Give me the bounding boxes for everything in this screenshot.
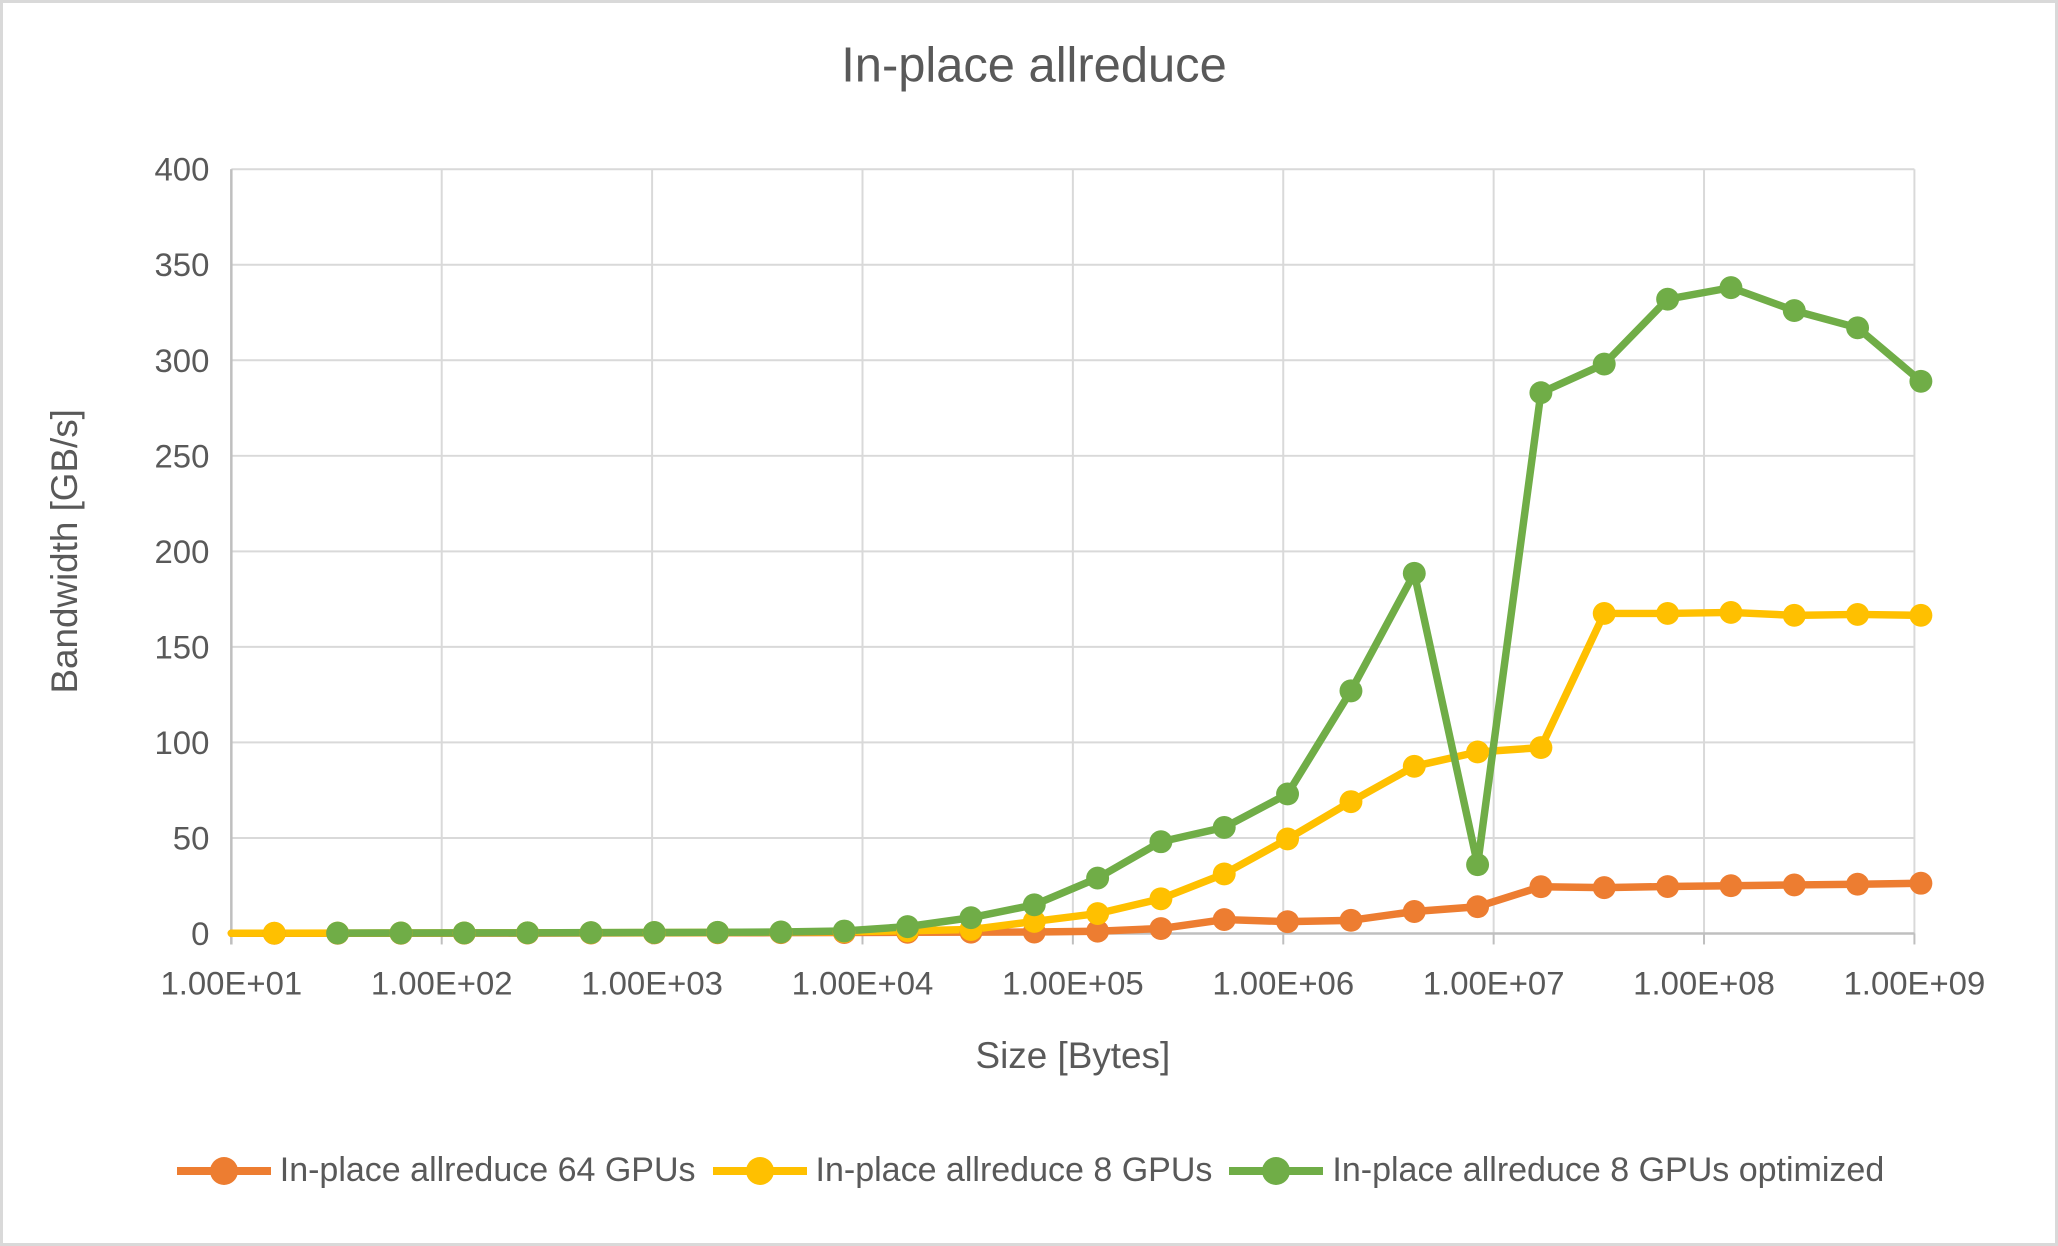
data-point (1719, 874, 1743, 898)
data-point (1339, 679, 1363, 703)
data-point (1782, 299, 1806, 323)
data-point (1466, 740, 1490, 764)
line-chart: 0 50 100 150 200 250 300 350 400 1.00E+01 1.00E+02… (44, 39, 1986, 1076)
data-point (1909, 603, 1933, 627)
y-tick-label-250: 250 (155, 437, 210, 474)
data-point (1846, 872, 1870, 896)
x-tick-label-1.00E+05: 1.00E+05 (1002, 965, 1144, 1002)
data-point (1086, 902, 1110, 926)
legend-label-0: In-place allreduce 64 GPUs (279, 1151, 696, 1189)
y-tick-label-100: 100 (155, 724, 210, 761)
data-point (1339, 908, 1363, 932)
data-point (959, 906, 983, 930)
x-tick-label-1.00E+04: 1.00E+04 (792, 965, 934, 1002)
legend-dot (745, 1156, 774, 1185)
legend-item-1: In-place allreduce 8 GPUs (710, 1151, 1213, 1190)
y-tick-label-0: 0 (191, 915, 209, 952)
legend-dot (209, 1156, 238, 1185)
series-markers (262, 276, 1933, 945)
x-tick-label-1.00E+02: 1.00E+02 (371, 965, 513, 1002)
y-tick-label-300: 300 (155, 342, 210, 379)
data-point (642, 921, 666, 944)
data-point (1719, 276, 1743, 300)
data-point (1086, 919, 1110, 943)
legend: In-place allreduce 64 GPUs In-place allre… (3, 1151, 2055, 1190)
data-point (1212, 862, 1236, 886)
data-point (516, 921, 540, 945)
data-point (1022, 893, 1046, 917)
data-point (1846, 316, 1870, 340)
y-tick-label-400: 400 (155, 151, 210, 188)
y-tick-label-350: 350 (155, 246, 210, 283)
legend-line-marker-icon (176, 1156, 271, 1185)
legend-item-2: In-place allreduce 8 GPUs optimized (1226, 1151, 1884, 1190)
data-point (1592, 876, 1616, 900)
data-point (896, 915, 920, 939)
x-tick-label-1.00E+08: 1.00E+08 (1633, 965, 1775, 1002)
legend-item-0: In-place allreduce 64 GPUs (174, 1151, 696, 1190)
data-point (769, 920, 793, 944)
legend-line-marker-icon (1229, 1156, 1324, 1185)
x-tick-label-1.00E+03: 1.00E+03 (581, 965, 723, 1002)
data-point (1529, 381, 1553, 405)
data-point (1402, 561, 1426, 585)
data-point (1276, 910, 1300, 934)
y-tick-label-150: 150 (155, 628, 210, 665)
data-point (1656, 287, 1680, 311)
markers-series-1 (262, 601, 1933, 945)
data-point (1656, 875, 1680, 898)
data-point (1909, 871, 1933, 895)
data-point (1466, 895, 1490, 919)
data-point (1149, 887, 1173, 911)
x-tick-label-1.00E+07: 1.00E+07 (1423, 965, 1565, 1002)
data-point (1212, 908, 1236, 932)
data-point (1402, 754, 1426, 778)
data-point (1276, 782, 1300, 806)
data-point (832, 919, 856, 943)
legend-label-1: In-place allreduce 8 GPUs (815, 1151, 1213, 1189)
data-point (389, 921, 413, 945)
chart-title: In-place allreduce (841, 39, 1227, 93)
data-point (452, 921, 476, 945)
y-tick-label-200: 200 (155, 533, 210, 570)
data-point (579, 921, 603, 945)
data-point (1719, 601, 1743, 624)
data-point (1276, 827, 1300, 851)
data-point (1149, 830, 1173, 854)
data-point (1782, 873, 1806, 897)
legend-label-2: In-place allreduce 8 GPUs optimized (1332, 1151, 1885, 1189)
data-point (1656, 602, 1680, 625)
data-point (1022, 910, 1046, 933)
data-point (1529, 875, 1553, 899)
data-point (1909, 369, 1933, 393)
data-point (326, 921, 350, 945)
y-tick-label-50: 50 (173, 819, 210, 856)
data-point (1529, 736, 1553, 760)
data-point (1339, 790, 1363, 814)
data-point (1149, 917, 1173, 940)
data-point (1592, 352, 1616, 376)
data-point (1212, 815, 1236, 839)
data-point (1592, 602, 1616, 625)
legend-dot (1262, 1156, 1291, 1185)
x-axis-title: Size [Bytes] (976, 1035, 1171, 1076)
data-point (1846, 602, 1870, 626)
x-tick-label-1.00E+06: 1.00E+06 (1212, 965, 1354, 1002)
x-tick-label-1.00E+09: 1.00E+09 (1844, 965, 1986, 1002)
markers-series-2 (326, 276, 1933, 945)
x-tick-label-1.00E+01: 1.00E+01 (160, 965, 302, 1002)
tick-labels: 0 50 100 150 200 250 300 350 400 1.00E+01 1.00E+02… (155, 151, 1986, 1002)
y-axis-title: Bandwidth [GB/s] (44, 409, 85, 693)
data-point (1466, 853, 1490, 877)
data-point (706, 920, 730, 944)
data-point (1402, 900, 1426, 923)
data-point (262, 921, 286, 945)
data-point (1086, 866, 1110, 890)
data-point (1782, 603, 1806, 627)
gridlines (230, 168, 1916, 935)
legend-line-marker-icon (712, 1156, 807, 1185)
